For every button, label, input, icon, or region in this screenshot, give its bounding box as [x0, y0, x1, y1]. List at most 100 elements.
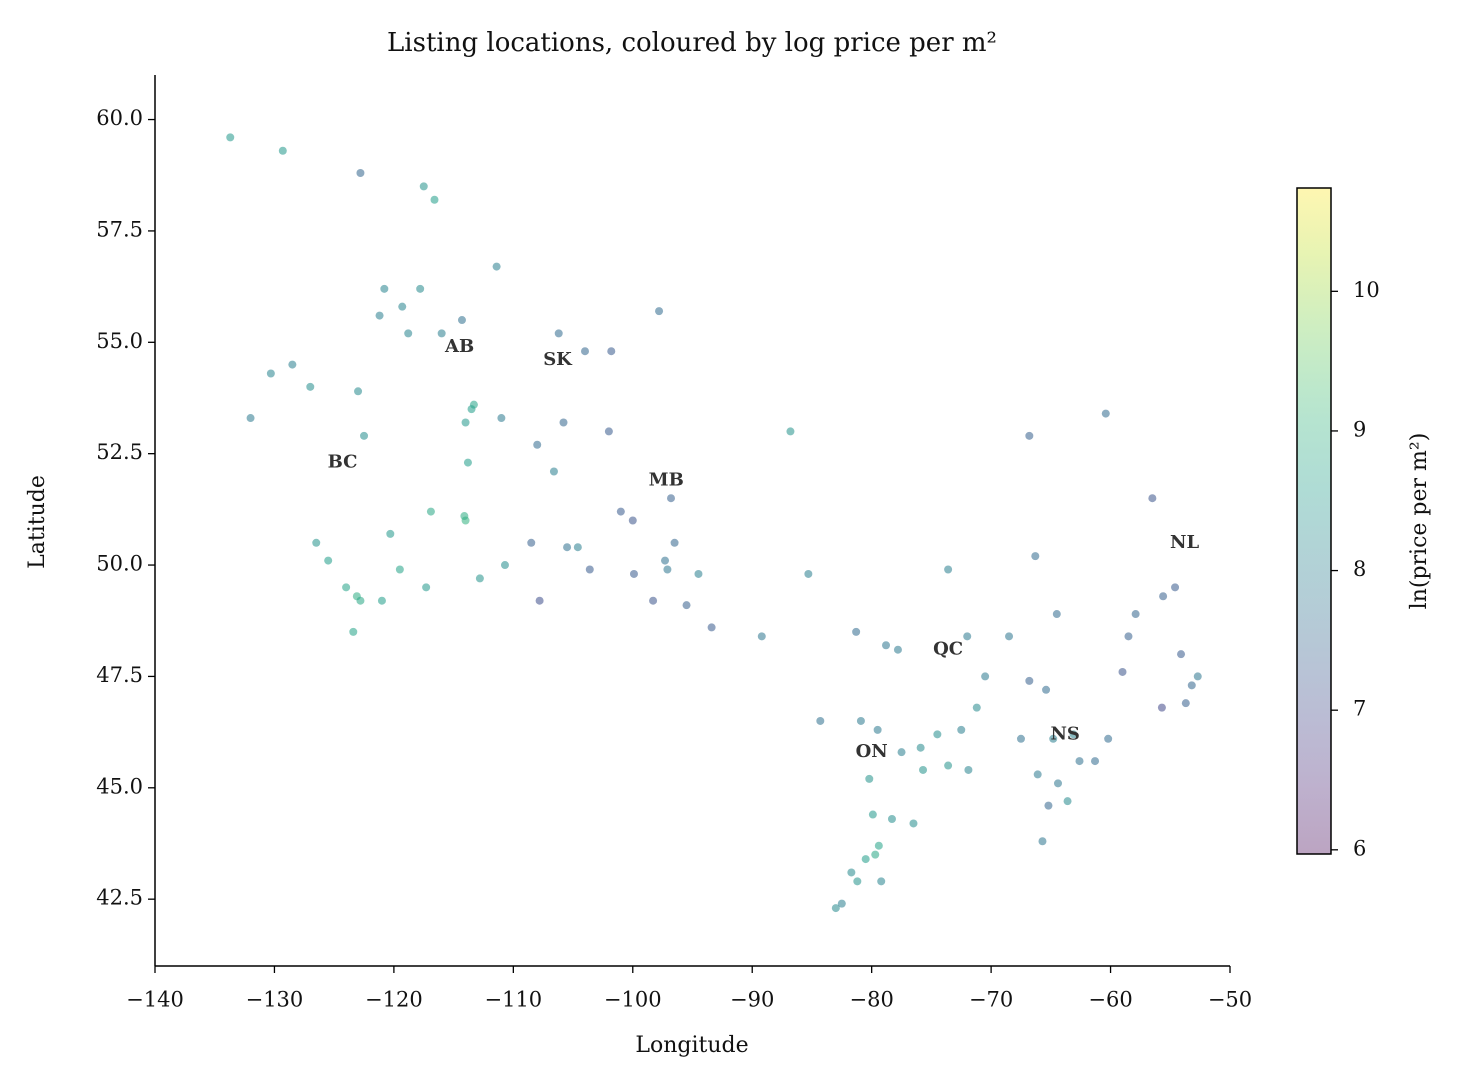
- point: [1049, 734, 1058, 743]
- point: [868, 810, 877, 819]
- y-tick-label: 55.0: [96, 329, 143, 353]
- point: [1025, 431, 1034, 440]
- point: [893, 645, 902, 654]
- point: [356, 596, 365, 605]
- point: [852, 627, 861, 636]
- point: [342, 583, 351, 592]
- point: [492, 262, 501, 271]
- point: [816, 716, 825, 725]
- x-axis-label: Longitude: [635, 1033, 748, 1058]
- point: [887, 814, 896, 823]
- point: [1101, 409, 1110, 418]
- point: [461, 418, 470, 427]
- point: [1193, 672, 1202, 681]
- y-tick-label: 60.0: [96, 106, 143, 130]
- point: [349, 627, 358, 636]
- point: [1181, 699, 1190, 708]
- x-tick-label: −120: [365, 988, 423, 1012]
- province-label: ON: [856, 741, 888, 762]
- point: [607, 347, 616, 356]
- point: [1054, 779, 1062, 788]
- point: [604, 427, 613, 436]
- point: [457, 316, 466, 325]
- point: [682, 601, 691, 610]
- point: [278, 146, 287, 155]
- point: [804, 569, 813, 578]
- point: [549, 467, 558, 476]
- x-tick-label: −80: [850, 988, 894, 1012]
- point: [757, 632, 766, 641]
- point: [416, 284, 425, 293]
- point: [288, 360, 297, 369]
- point: [1042, 685, 1051, 694]
- point: [377, 596, 386, 605]
- point: [497, 414, 506, 423]
- point: [877, 877, 886, 886]
- point: [856, 716, 865, 725]
- point: [1069, 730, 1078, 739]
- y-tick-label: 57.5: [96, 217, 143, 241]
- point: [831, 904, 840, 913]
- y-tick-label: 52.5: [96, 440, 143, 464]
- point: [919, 765, 928, 774]
- point: [865, 774, 874, 783]
- point: [1124, 632, 1133, 641]
- point: [1177, 650, 1186, 659]
- colorbar-tick-label: 7: [1353, 697, 1366, 721]
- point: [460, 512, 469, 521]
- point: [226, 133, 235, 142]
- point: [573, 543, 582, 552]
- point: [527, 538, 536, 547]
- point: [628, 516, 637, 525]
- point: [981, 672, 990, 681]
- x-tick-label: −130: [246, 988, 304, 1012]
- point: [563, 543, 572, 552]
- y-tick-label: 47.5: [96, 663, 143, 687]
- province-label: BC: [328, 452, 358, 473]
- point: [398, 302, 407, 311]
- point: [963, 632, 972, 641]
- point: [1131, 610, 1140, 619]
- point: [463, 458, 472, 467]
- point: [1063, 797, 1072, 806]
- point: [933, 730, 942, 739]
- point: [437, 329, 446, 338]
- point: [1104, 734, 1113, 743]
- province-label: MB: [649, 469, 684, 490]
- point: [1044, 801, 1053, 810]
- point: [354, 387, 363, 396]
- point: [324, 556, 333, 565]
- point: [585, 565, 594, 574]
- point: [360, 431, 369, 440]
- point: [404, 329, 413, 338]
- point: [861, 855, 870, 864]
- province-label: NS: [1050, 723, 1079, 744]
- point: [964, 765, 973, 774]
- point: [944, 565, 953, 574]
- point: [1157, 703, 1166, 712]
- point: [897, 748, 906, 757]
- point: [874, 841, 883, 850]
- point: [667, 494, 675, 503]
- point: [649, 596, 658, 605]
- point: [1038, 837, 1047, 846]
- point: [661, 556, 670, 565]
- point: [957, 725, 966, 734]
- point: [882, 641, 890, 650]
- point: [469, 400, 478, 409]
- point: [847, 868, 856, 877]
- point: [422, 583, 431, 592]
- x-tick-label: −100: [604, 988, 662, 1012]
- y-tick-label: 50.0: [96, 552, 143, 576]
- point: [873, 725, 882, 734]
- point: [266, 369, 275, 378]
- point: [380, 284, 389, 293]
- point: [419, 182, 428, 191]
- point: [306, 382, 315, 391]
- point: [1118, 667, 1127, 676]
- point: [554, 329, 563, 338]
- point: [533, 440, 542, 449]
- y-tick-label: 42.5: [96, 886, 143, 910]
- point: [581, 347, 589, 356]
